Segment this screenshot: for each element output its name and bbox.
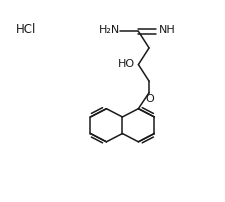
Text: HO: HO bbox=[118, 59, 135, 68]
Text: NH: NH bbox=[159, 25, 175, 35]
Text: HCl: HCl bbox=[16, 23, 36, 36]
Text: O: O bbox=[146, 94, 155, 104]
Text: H₂N: H₂N bbox=[99, 25, 120, 35]
